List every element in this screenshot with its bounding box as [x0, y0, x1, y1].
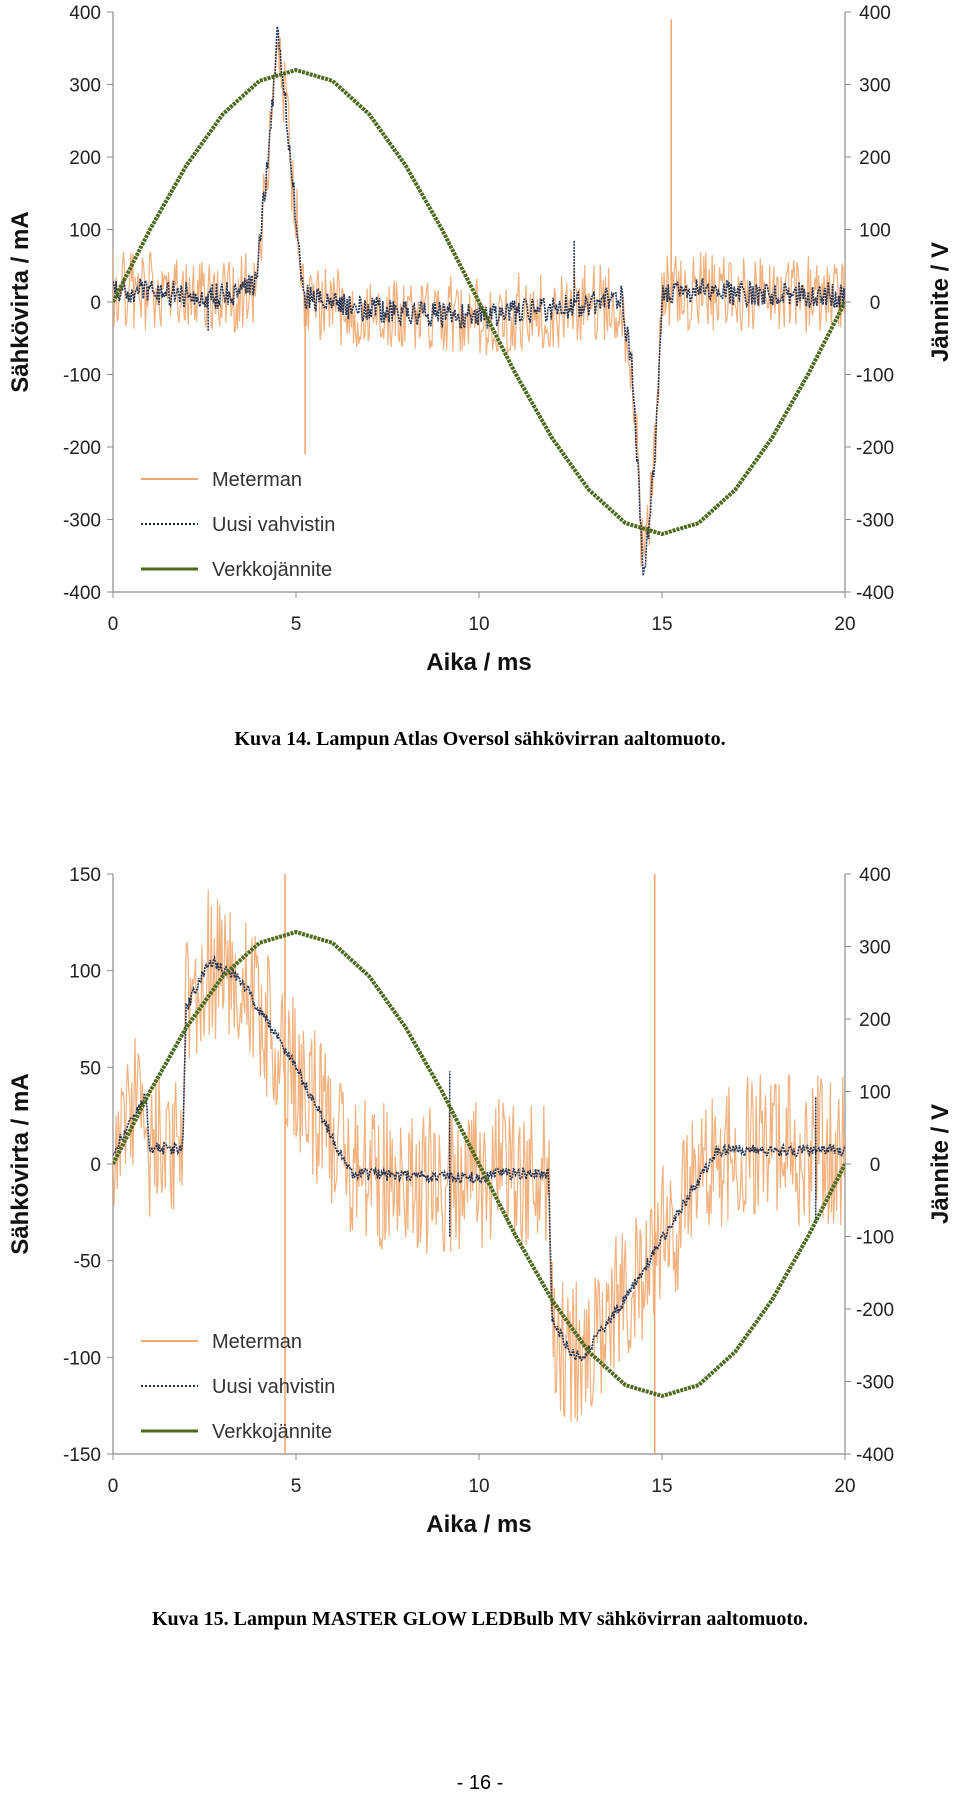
series-meterman-line: [113, 889, 845, 1423]
y2-tick-label: -100: [856, 366, 894, 387]
y-tick-label: 0: [90, 1155, 101, 1176]
y2-tick-label: 300: [859, 76, 891, 97]
series-uusi-vahvistin-line: [113, 954, 845, 1363]
legend-label: Uusi vahvistin: [212, 1376, 335, 1398]
y2-tick-label: -200: [856, 438, 894, 459]
legend-label: Verkkojännite: [212, 1421, 332, 1443]
y-tick-label: 400: [69, 3, 101, 24]
x-tick-label: 20: [834, 1476, 855, 1497]
y-tick-label: 100: [69, 221, 101, 242]
y-tick-label: -200: [63, 438, 101, 459]
x-tick-label: 10: [468, 1476, 489, 1497]
legend: Meterman Uusi vahvistin Verkkojännite: [141, 1331, 335, 1443]
legend: Meterman Uusi vahvistin Verkkojännite: [141, 469, 335, 581]
y-tick-label: 0: [90, 293, 101, 314]
y2-tick-label: -100: [856, 1228, 894, 1249]
series-uusi-vahvistin-line: [113, 26, 845, 576]
y2-tick-label: -300: [856, 511, 894, 532]
page-number: - 16 -: [456, 1772, 504, 1794]
x-tick-label: 15: [651, 614, 672, 635]
x-tick-label: 5: [291, 614, 302, 635]
y2-tick-label: 200: [859, 1010, 891, 1031]
y-tick-label: -150: [63, 1445, 101, 1466]
figure-15-caption: Kuva 15. Lampun MASTER GLOW LEDBulb MV s…: [151, 1608, 809, 1630]
y-axis-title: Sähkövirta / mA: [7, 211, 34, 392]
legend-label: Meterman: [212, 1331, 302, 1353]
y-tick-label: -50: [74, 1252, 101, 1273]
y2-axis-title: Jännite / V: [927, 1104, 954, 1224]
plot-area: [113, 874, 845, 1454]
plot-area: [113, 19, 845, 576]
y2-tick-label: 300: [859, 938, 891, 959]
x-tick-label: 0: [108, 614, 119, 635]
y-tick-label: 150: [69, 865, 101, 886]
figure-14-caption: Kuva 14. Lampun Atlas Oversol sähkövirra…: [234, 728, 726, 750]
y-tick-label: 100: [69, 962, 101, 983]
y2-tick-label: -200: [856, 1300, 894, 1321]
x-tick-label: 10: [468, 614, 489, 635]
y2-tick-label: 100: [859, 1083, 891, 1104]
y-tick-label: 200: [69, 148, 101, 169]
y2-tick-label: -400: [856, 583, 894, 604]
x-tick-label: 20: [834, 614, 855, 635]
y-tick-label: 300: [69, 76, 101, 97]
x-tick-label: 15: [651, 1476, 672, 1497]
y-tick-label: -400: [63, 583, 101, 604]
figure-14-chart: -400-300-200-1000100200300400-400-300-20…: [7, 3, 954, 676]
y2-tick-label: 100: [859, 221, 891, 242]
y2-tick-label: -400: [856, 1445, 894, 1466]
legend-label: Meterman: [212, 469, 302, 491]
x-axis-title: Aika / ms: [426, 1511, 531, 1538]
x-tick-label: 0: [108, 1476, 119, 1497]
y-tick-label: -100: [63, 1348, 101, 1369]
legend-label: Uusi vahvistin: [212, 514, 335, 536]
y-tick-label: -100: [63, 366, 101, 387]
legend-label: Verkkojännite: [212, 559, 332, 581]
series-verkkoj-nnite-line: [113, 67, 845, 537]
y2-tick-label: 0: [870, 293, 881, 314]
x-axis-title: Aika / ms: [426, 649, 531, 676]
x-tick-label: 5: [291, 1476, 302, 1497]
y2-tick-label: 200: [859, 148, 891, 169]
y2-axis-title: Jännite / V: [927, 242, 954, 362]
y-tick-label: 50: [80, 1058, 101, 1079]
y2-tick-label: 400: [859, 865, 891, 886]
y2-tick-label: 400: [859, 3, 891, 24]
figure-15-chart: -150-100-50050100150-400-300-200-1000100…: [7, 865, 954, 1538]
y-tick-label: -300: [63, 511, 101, 532]
y2-tick-label: 0: [870, 1155, 881, 1176]
y-axis-title: Sähkövirta / mA: [7, 1073, 34, 1254]
y2-tick-label: -300: [856, 1373, 894, 1394]
series-verkkoj-nnite-line: [113, 929, 845, 1399]
